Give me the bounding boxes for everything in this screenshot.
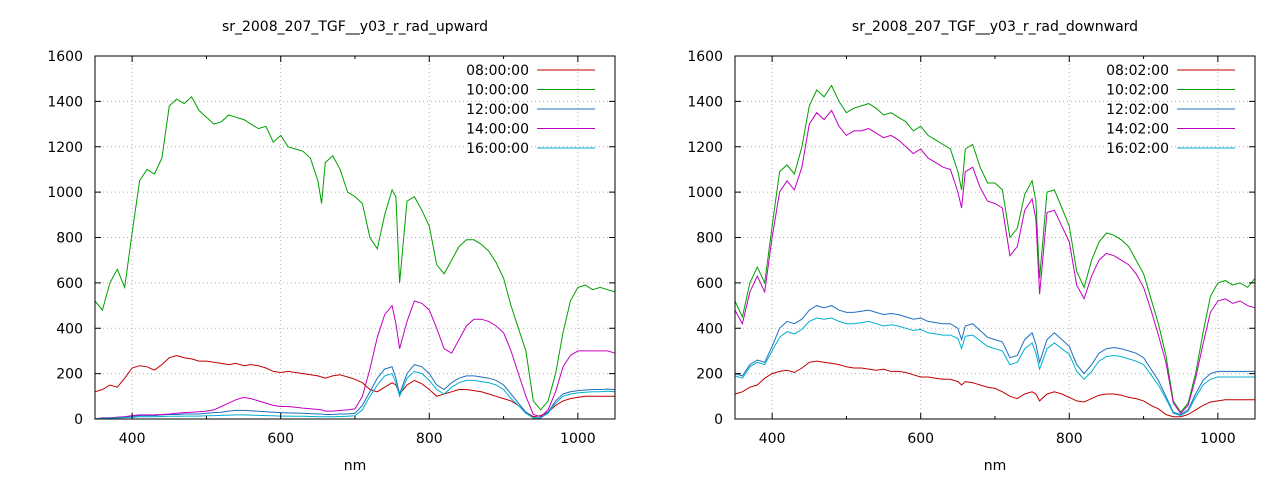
series-line-080200 xyxy=(734,360,1255,418)
x-axis-label: nm xyxy=(984,458,1007,474)
y-tick-label: 1400 xyxy=(687,94,723,110)
x-tick-label: 1000 xyxy=(1200,431,1236,447)
legend-label: 16:00:00 xyxy=(466,141,529,157)
y-tick-label: 1600 xyxy=(687,49,723,65)
x-tick-label: 1000 xyxy=(560,431,596,447)
chart-title: sr_2008_207_TGF__y03_r_rad_downward xyxy=(852,19,1138,35)
y-tick-label: 1200 xyxy=(687,140,723,156)
y-tick-label: 800 xyxy=(696,231,723,247)
x-tick-label: 800 xyxy=(416,431,443,447)
x-tick-label: 800 xyxy=(1056,431,1083,447)
y-tick-label: 0 xyxy=(74,412,83,428)
legend-label: 14:00:00 xyxy=(466,122,529,138)
y-tick-label: 1600 xyxy=(47,49,83,65)
series-line-120000 xyxy=(94,364,616,420)
y-tick-label: 1000 xyxy=(687,185,723,201)
y-tick-label: 1000 xyxy=(47,185,83,201)
y-tick-label: 1200 xyxy=(47,140,83,156)
legend-label: 14:02:00 xyxy=(1106,122,1169,138)
series-line-160000 xyxy=(94,370,616,420)
y-tick-label: 400 xyxy=(696,321,723,337)
x-tick-label: 600 xyxy=(907,431,934,447)
x-tick-label: 400 xyxy=(119,431,146,447)
legend-label: 10:02:00 xyxy=(1106,83,1169,99)
series-line-160200 xyxy=(734,317,1255,417)
y-tick-label: 400 xyxy=(56,321,83,337)
chart-upward: 400 600 800 1000 0 200 400 600 800 1000 1200 1400 16… xyxy=(47,19,616,474)
legend-label: 08:00:00 xyxy=(466,63,529,79)
y-tick-label: 600 xyxy=(696,276,723,292)
series-line-080000 xyxy=(94,354,615,418)
y-tick-label: 1400 xyxy=(47,94,83,110)
series-line-100000 xyxy=(94,96,616,411)
y-tick-label: 200 xyxy=(56,367,83,383)
legend-label: 10:00:00 xyxy=(466,83,529,99)
legend-label: 08:02:00 xyxy=(1106,63,1169,79)
legend-label: 12:00:00 xyxy=(466,102,529,118)
series-line-140000 xyxy=(94,300,616,420)
y-tick-label: 800 xyxy=(56,231,83,247)
y-tick-label: 600 xyxy=(56,276,83,292)
chart-title: sr_2008_207_TGF__y03_r_rad_upward xyxy=(222,19,488,35)
chart-downward: 400 600 800 1000 0 200 400 600 800 1000 1200 1400 16… xyxy=(687,19,1256,474)
legend-label: 16:02:00 xyxy=(1106,141,1169,157)
y-tick-label: 0 xyxy=(714,412,723,428)
series-line-100200 xyxy=(734,84,1256,414)
x-axis-label: nm xyxy=(344,458,367,474)
series-line-140200 xyxy=(734,109,1256,415)
y-tick-label: 200 xyxy=(696,367,723,383)
legend-label: 12:02:00 xyxy=(1106,102,1169,118)
x-tick-label: 400 xyxy=(759,431,786,447)
x-tick-label: 600 xyxy=(267,431,294,447)
series-line-120200 xyxy=(734,305,1255,416)
